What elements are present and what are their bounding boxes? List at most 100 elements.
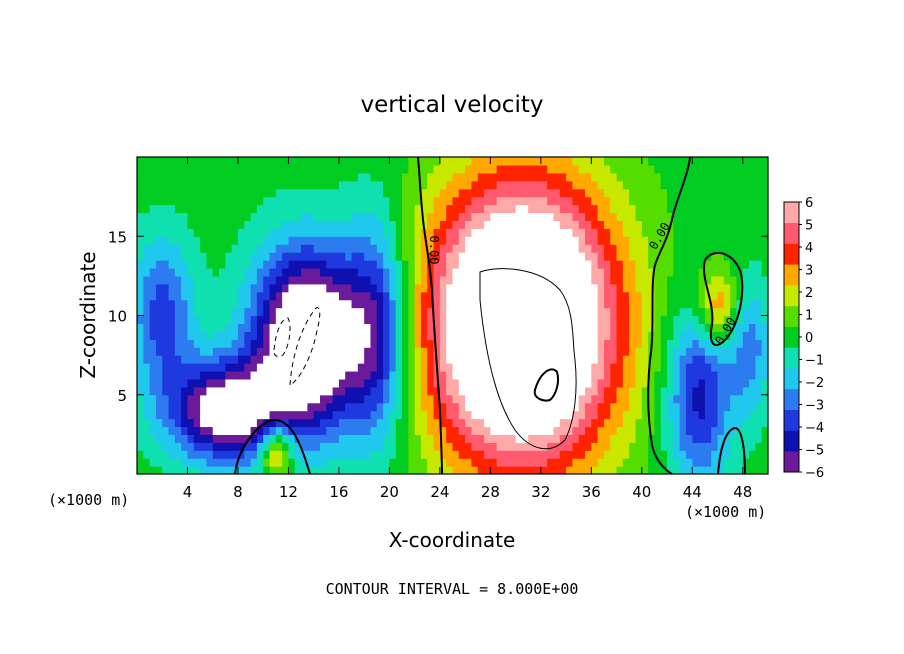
heatmap-cell <box>648 386 656 396</box>
heatmap-cell <box>307 418 315 428</box>
heatmap-cell <box>597 291 605 301</box>
heatmap-cell <box>263 386 271 396</box>
heatmap-cell <box>471 378 479 388</box>
heatmap-cell <box>206 347 214 356</box>
heatmap-cell <box>761 275 768 285</box>
heatmap-cell <box>357 164 365 174</box>
heatmap-cell <box>723 347 731 356</box>
heatmap-cell <box>263 252 271 261</box>
heatmap-cell <box>654 307 662 317</box>
heatmap-cell <box>200 244 208 253</box>
heatmap-cell <box>187 339 195 348</box>
heatmap-cell <box>654 323 662 332</box>
heatmap-cell <box>547 410 555 420</box>
heatmap-cell <box>528 386 536 396</box>
heatmap-cell <box>225 410 233 420</box>
heatmap-cell <box>698 260 706 269</box>
heatmap-cell <box>616 172 624 182</box>
heatmap-cell <box>591 323 599 332</box>
heatmap-cell <box>149 212 157 221</box>
heatmap-cell <box>610 275 618 285</box>
heatmap-cell <box>288 157 296 166</box>
heatmap-cell <box>742 299 750 309</box>
heatmap-cell <box>376 458 384 467</box>
heatmap-cell <box>408 402 416 412</box>
heatmap-cell <box>187 157 195 166</box>
heatmap-cell <box>641 252 649 261</box>
heatmap-cell <box>603 442 611 451</box>
heatmap-cell <box>553 307 561 317</box>
heatmap-cell <box>521 157 529 166</box>
heatmap-cell <box>660 283 668 293</box>
heatmap-cell <box>452 307 460 317</box>
heatmap-cell <box>566 442 573 451</box>
heatmap-cell <box>622 283 630 293</box>
heatmap-cell <box>622 466 630 474</box>
heatmap-cell <box>534 220 542 229</box>
heatmap-cell <box>155 244 163 253</box>
heatmap-cell <box>629 307 637 317</box>
heatmap-cell <box>282 363 290 372</box>
heatmap-cell <box>717 275 725 285</box>
heatmap-cell <box>528 418 536 428</box>
heatmap-cell <box>231 157 239 166</box>
heatmap-cell <box>174 172 182 182</box>
heatmap-cell <box>603 291 611 301</box>
heatmap-cell <box>761 370 768 380</box>
heatmap-cell <box>200 220 208 229</box>
heatmap-cell <box>319 172 327 182</box>
heatmap-cell <box>723 315 731 325</box>
heatmap-cell <box>566 402 573 412</box>
heatmap-cell <box>616 347 624 356</box>
heatmap-cell <box>193 252 201 261</box>
heatmap-cell <box>458 363 466 372</box>
heatmap-cell <box>509 180 517 190</box>
colorbar-swatch <box>784 305 799 327</box>
heatmap-cell <box>502 355 510 364</box>
heatmap-cell <box>225 275 233 285</box>
heatmap-cell <box>168 307 176 317</box>
heatmap-cell <box>553 426 561 435</box>
heatmap-cell <box>294 299 302 309</box>
heatmap-cell <box>155 307 163 317</box>
heatmap-cell <box>225 157 233 166</box>
heatmap-cell <box>269 466 277 474</box>
heatmap-cell <box>319 458 327 467</box>
heatmap-cell <box>452 180 460 190</box>
heatmap-cell <box>755 315 763 325</box>
heatmap-cell <box>219 307 226 317</box>
heatmap-cell <box>597 450 605 459</box>
heatmap-cell <box>402 323 409 332</box>
heatmap-cell <box>723 458 731 467</box>
heatmap-cell <box>521 418 529 428</box>
heatmap-cell <box>294 363 302 372</box>
heatmap-cell <box>471 315 479 325</box>
heatmap-cell <box>761 180 768 190</box>
heatmap-cell <box>275 466 283 474</box>
heatmap-cell <box>540 458 548 467</box>
heatmap-cell <box>155 323 163 332</box>
heatmap-cell <box>319 363 327 372</box>
heatmap-cell <box>616 355 624 364</box>
heatmap-cell <box>439 236 447 245</box>
heatmap-cell <box>603 244 611 253</box>
heatmap-cell <box>395 180 403 190</box>
heatmap-cell <box>162 458 170 467</box>
heatmap-cell <box>534 157 542 166</box>
colorbar-tick-label: −5 <box>805 444 824 459</box>
heatmap-cell <box>168 363 176 372</box>
heatmap-cell <box>452 283 460 293</box>
heatmap-cell <box>585 386 592 396</box>
heatmap-cell <box>597 347 605 356</box>
heatmap-cell <box>155 450 163 459</box>
heatmap-cell <box>288 386 296 396</box>
heatmap-cell <box>502 283 510 293</box>
heatmap-cell <box>351 204 359 214</box>
heatmap-cell <box>288 291 296 301</box>
heatmap-cell <box>578 291 586 301</box>
heatmap-cell <box>591 275 599 285</box>
heatmap-cell <box>603 236 611 245</box>
heatmap-cell <box>622 442 630 451</box>
heatmap-cell <box>219 458 226 467</box>
